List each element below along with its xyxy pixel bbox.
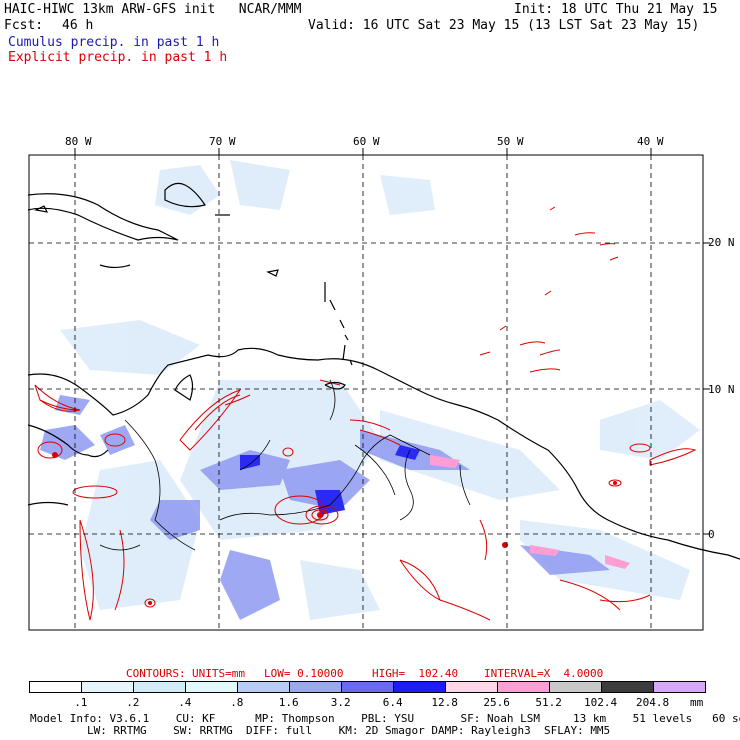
colorbar-swatch [445,681,498,693]
map-frame [27,148,740,631]
colorbar-level-label: .8 [230,696,244,709]
colorbar-level-label: 12.8 [431,696,458,709]
contours-low: LOW= 0.10000 [264,667,344,680]
lat-label-0: 0 [708,528,715,541]
colorbar-swatch [185,681,238,693]
colorbar-level-label: 51.2 [535,696,562,709]
colorbar-swatch [237,681,290,693]
colorbar-level-label: 25.6 [483,696,510,709]
colorbar-level-label: 102.4 [584,696,618,709]
light-precip-shading [60,160,700,620]
forecast-label: Fcst: [4,18,44,33]
colorbar-swatch [393,681,446,693]
axis-ticks [74,148,710,535]
very-heavy-precip-shading [430,455,630,569]
cumulus-legend: Cumulus precip. in past 1 h [8,35,220,50]
colorbar-swatch [29,681,82,693]
colorbar-level-label: .4 [178,696,192,709]
explicit-legend: Explicit precip. in past 1 h [8,50,228,65]
colorbar-swatch [601,681,654,693]
colorbar-swatch [133,681,186,693]
model-title: HAIC-HIWC 13km ARW-GFS init NCAR/MMM [4,2,302,17]
contours-high: HIGH= 102.40 [372,667,459,680]
lon-label-70w: 70 W [209,135,236,148]
map-border [28,154,704,631]
explicit-precip-contours [34,206,697,621]
lon-label-50w: 50 W [497,135,524,148]
colorbar-swatch [653,681,706,693]
lon-label-80w: 80 W [65,135,92,148]
country-borders [99,379,471,551]
colorbar-level-label: .2 [126,696,140,709]
coastlines [27,182,740,560]
lat-lon-grid [29,155,703,630]
init-time: Init: 18 UTC Thu 21 May 15 [514,2,718,17]
colorbar-level-label: 6.4 [382,696,403,709]
colorbar-level-label: 3.2 [330,696,351,709]
model-info-line2: LW: RRTMG SW: RRTMG DIFF: full KM: 2D Sm… [87,724,611,737]
lon-label-60w: 60 W [353,135,380,148]
valid-time: Valid: 16 UTC Sat 23 May 15 (13 LST Sat … [308,18,700,33]
heavy-precip-shading [240,445,420,515]
colorbar-level-label: 204.8 [636,696,670,709]
colorbar-level-label: .1 [74,696,88,709]
colorbar-unit: mm [690,696,704,709]
colorbar-level-label: 1.6 [278,696,299,709]
forecast-hour: 46 h [62,18,94,33]
heavy-precip-cores [52,452,617,605]
colorbar-swatch [289,681,342,693]
moderate-precip-shading [40,395,610,620]
colorbar-swatch [81,681,134,693]
lat-label-10n: 10 N [708,383,735,396]
lon-label-40w: 40 W [637,135,664,148]
contours-label: CONTOURS: [126,667,186,680]
colorbar-swatch [497,681,550,693]
contours-interval: INTERVAL=X 4.0000 [484,667,604,680]
colorbar-swatch [341,681,394,693]
model-info-line1: Model Info: V3.6.1 CU: KF MP: Thompson P… [30,712,740,725]
colorbar-swatch [549,681,602,693]
lat-label-20n: 20 N [708,236,735,249]
contours-units: UNITS=mm [192,667,245,680]
